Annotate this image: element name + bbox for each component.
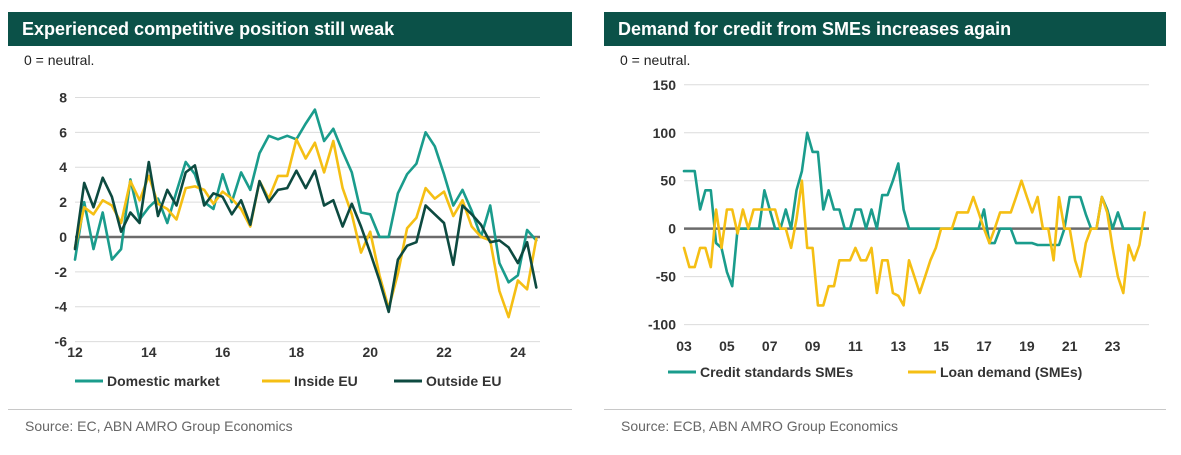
y-tick-label: -100 <box>648 317 676 333</box>
y-tick-label: 150 <box>653 77 677 93</box>
y-tick-label: -6 <box>55 334 68 350</box>
x-tick-label: 05 <box>719 338 735 354</box>
x-tick-label: 17 <box>976 338 992 354</box>
left-source-divider <box>8 409 572 410</box>
y-tick-label: 4 <box>59 159 67 175</box>
x-tick-label: 16 <box>215 344 231 360</box>
y-tick-label: -2 <box>55 264 68 280</box>
left-chart-subtitle: 0 = neutral. <box>24 52 95 68</box>
legend-label: Credit standards SMEs <box>700 364 853 380</box>
x-tick-label: 21 <box>1062 338 1078 354</box>
x-tick-label: 14 <box>141 344 157 360</box>
x-tick-label: 18 <box>289 344 305 360</box>
x-tick-label: 24 <box>510 344 526 360</box>
x-tick-label: 11 <box>848 338 863 354</box>
y-tick-label: -50 <box>656 269 676 285</box>
y-tick-label: 0 <box>668 221 676 237</box>
series-line-1 <box>73 108 538 284</box>
x-tick-label: 03 <box>676 338 692 354</box>
left-chart-title: Experienced competitive position still w… <box>8 12 572 46</box>
x-tick-label: 07 <box>762 338 778 354</box>
x-tick-label: 23 <box>1105 338 1121 354</box>
series-line-1 <box>682 131 1147 288</box>
x-tick-label: 15 <box>933 338 949 354</box>
y-tick-label: -4 <box>55 299 68 315</box>
legend-label: Outside EU <box>426 373 501 389</box>
series-line-2 <box>682 179 1147 307</box>
right-chart-panel: Demand for credit from SMEs increases ag… <box>596 0 1181 455</box>
legend-label: Inside EU <box>294 373 358 389</box>
y-tick-label: 0 <box>59 229 67 245</box>
legend-label: Loan demand (SMEs) <box>940 364 1082 380</box>
right-source-note: Source: ECB, ABN AMRO Group Economics <box>621 418 898 434</box>
left-chart-panel: Experienced competitive position still w… <box>0 0 590 455</box>
x-tick-label: 12 <box>67 344 83 360</box>
x-tick-label: 22 <box>436 344 452 360</box>
y-tick-label: 6 <box>59 124 67 140</box>
y-tick-label: 50 <box>660 173 676 189</box>
legend-label: Domestic market <box>107 373 220 389</box>
right-chart-subtitle: 0 = neutral. <box>620 52 691 68</box>
x-tick-label: 09 <box>805 338 821 354</box>
right-source-divider <box>604 409 1166 410</box>
x-tick-label: 20 <box>362 344 378 360</box>
x-tick-label: 13 <box>890 338 906 354</box>
y-tick-label: 8 <box>59 89 67 105</box>
left-source-note: Source: EC, ABN AMRO Group Economics <box>25 418 293 434</box>
right-chart-title: Demand for credit from SMEs increases ag… <box>604 12 1166 46</box>
series-line-3 <box>73 160 538 314</box>
x-tick-label: 19 <box>1019 338 1035 354</box>
series-line-2 <box>73 138 538 319</box>
y-tick-label: 100 <box>653 125 677 141</box>
y-tick-label: 2 <box>59 194 67 210</box>
